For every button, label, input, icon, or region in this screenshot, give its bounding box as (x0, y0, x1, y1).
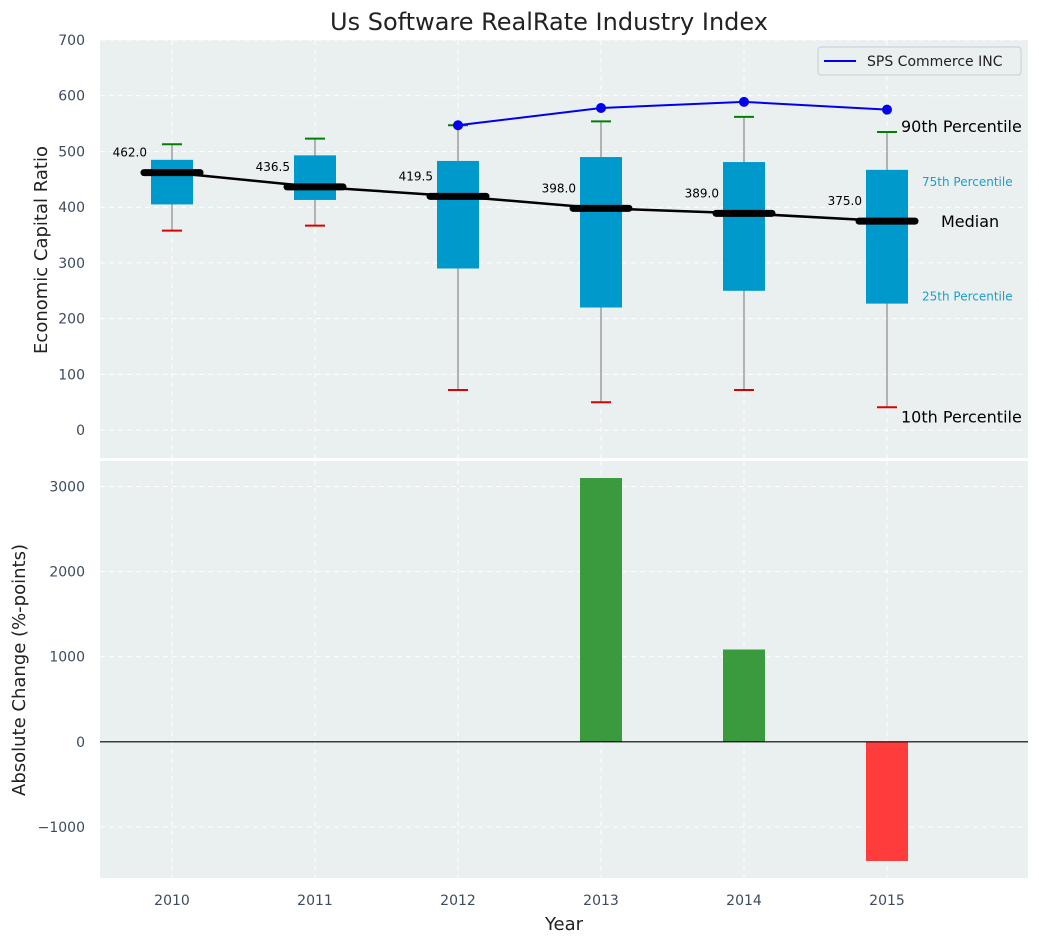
y-tick-label: 500 (58, 144, 85, 160)
y-tick-label: 400 (58, 200, 85, 216)
box-iqr (723, 162, 765, 291)
annotation-p90: 90th Percentile (901, 117, 1022, 136)
series-point-sps-commerce (882, 104, 892, 115)
annotation-median: Median (941, 212, 999, 231)
change-bar (866, 741, 908, 861)
box-iqr (294, 155, 336, 200)
box-iqr (151, 159, 193, 205)
annotation-p75: 75th Percentile (922, 175, 1013, 189)
median-value-label: 436.5 (256, 160, 290, 174)
y-tick-label: 0 (76, 735, 85, 751)
median-value-label: 375.0 (828, 194, 862, 208)
y-tick-label: −1000 (38, 820, 85, 836)
x-tick-label: 2015 (869, 893, 905, 909)
legend-box (817, 46, 1022, 76)
box-iqr (580, 157, 622, 308)
series-point-sps-commerce (453, 120, 463, 131)
y-tick-label: 1000 (49, 650, 85, 666)
median-value-label: 398.0 (542, 181, 576, 195)
y-tick-label: 200 (58, 312, 85, 328)
median-value-label: 462.0 (113, 146, 147, 160)
x-axis-title: Year (544, 914, 584, 935)
y-tick-label: 0 (76, 423, 85, 439)
y-tick-label: 600 (58, 89, 85, 105)
annotation-p25: 25th Percentile (922, 290, 1013, 304)
box-iqr (437, 160, 479, 269)
x-tick-label: 2014 (726, 893, 762, 909)
series-point-sps-commerce (739, 96, 749, 107)
x-tick-label: 2011 (297, 893, 333, 909)
y-tick-label: 3000 (49, 480, 85, 496)
y-tick-label: 100 (58, 367, 85, 383)
box-iqr (866, 169, 908, 304)
median-value-label: 389.0 (685, 186, 719, 200)
median-value-label: 419.5 (399, 169, 433, 183)
annotation-p10: 10th Percentile (901, 407, 1022, 426)
bottom-panel: −1000 0 1000 2000 3000 2010 2011 2012 2013 2014 20… (38, 461, 1028, 909)
change-bar (580, 478, 622, 742)
legend: SPS Commerce INC (817, 46, 1022, 76)
series-point-sps-commerce (596, 102, 606, 113)
x-tick-label: 2013 (583, 893, 619, 909)
change-bar (723, 649, 765, 742)
y-axis-title-top: Economic Capital Ratio (31, 146, 52, 354)
y-tick-label: 700 (58, 33, 85, 49)
chart-title: Us Software RealRate Industry Index (330, 8, 768, 36)
y-tick-label: 2000 (49, 565, 85, 581)
y-axis-title-bottom: Absolute Change (%-points) (9, 544, 30, 796)
x-tick-label: 2012 (440, 893, 476, 909)
series-line-sps-commerce (457, 100, 888, 127)
y-tick-label: 300 (58, 256, 85, 272)
legend-label-sps-commerce: SPS Commerce INC (867, 54, 1003, 70)
top-panel: 0 100 200 300 400 500 600 700 462.0 436.5 419.5 398… (58, 33, 1028, 458)
x-tick-label: 2010 (154, 893, 190, 909)
